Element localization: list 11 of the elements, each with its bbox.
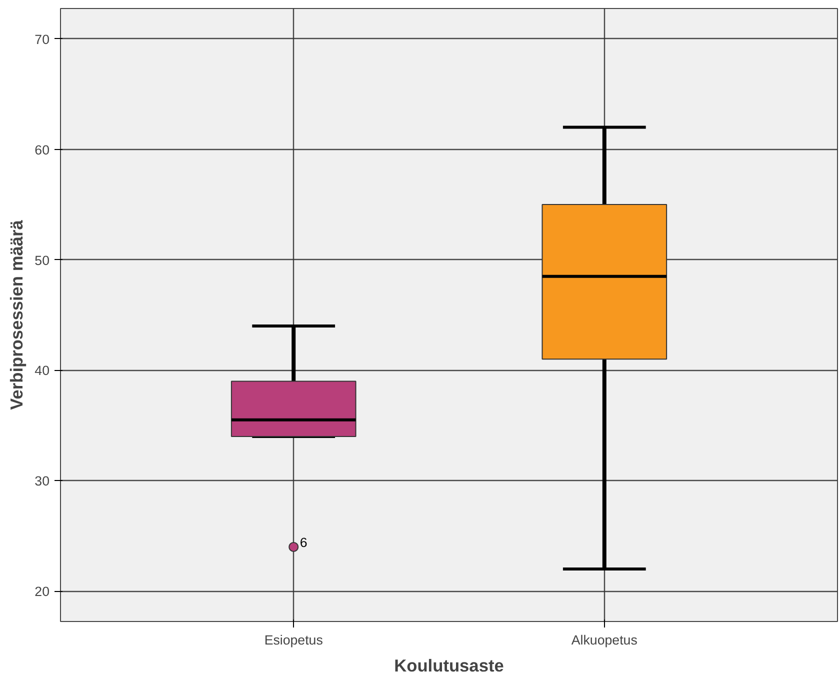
y-tick-label: 30	[34, 474, 50, 489]
y-tick-label: 60	[34, 142, 50, 158]
x-tick-label: Alkuopetus	[571, 632, 638, 648]
x-axis-title: Koulutusaste	[394, 656, 504, 676]
x-tick-label: Esiopetus	[264, 632, 324, 648]
y-axis-title: Verbiprosessien määrä	[6, 220, 27, 410]
y-tick-label: 40	[34, 363, 50, 378]
y-tick-label: 70	[34, 32, 50, 47]
y-tick-label: 50	[34, 252, 50, 268]
annotation: 6	[300, 534, 308, 550]
y-tick-label: 20	[34, 584, 50, 600]
